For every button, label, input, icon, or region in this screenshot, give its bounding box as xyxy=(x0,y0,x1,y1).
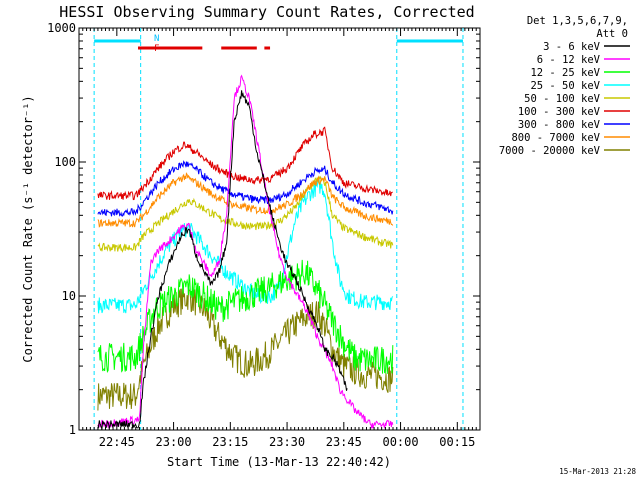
plot-frame xyxy=(78,27,481,431)
legend-label: 7000 - 20000 keV xyxy=(499,145,601,157)
x-tick-label: 23:30 xyxy=(269,435,305,449)
legend-label: 100 - 300 keV xyxy=(518,106,601,118)
legend-label: 3 - 6 keV xyxy=(543,41,601,53)
flag-label: F xyxy=(154,44,159,54)
series-line xyxy=(97,172,394,228)
legend-label: 800 - 7000 keV xyxy=(511,132,600,144)
series-line xyxy=(97,179,394,314)
series-line xyxy=(97,74,394,429)
y-tick-label: 1 xyxy=(69,423,76,437)
x-tick-label: 23:15 xyxy=(212,435,248,449)
y-tick-label: 1000 xyxy=(47,21,76,35)
legend-label: 50 - 100 keV xyxy=(524,93,601,105)
legend-label: 6 - 12 keV xyxy=(537,54,601,66)
legend-header-line-2: Att 0 xyxy=(596,28,628,40)
series-line xyxy=(97,126,393,201)
chart-title: HESSI Observing Summary Count Rates, Cor… xyxy=(59,3,474,21)
x-tick-label: 23:00 xyxy=(156,435,192,449)
legend-label: 25 - 50 keV xyxy=(530,80,600,92)
plot-area: NF xyxy=(78,27,481,431)
flag-label: N xyxy=(154,34,159,44)
x-tick-label: 00:15 xyxy=(439,435,475,449)
series-line xyxy=(97,175,394,253)
series-line xyxy=(97,160,394,217)
x-tick-label: 22:45 xyxy=(99,435,135,449)
series-line xyxy=(97,285,394,411)
legend-label: 12 - 25 keV xyxy=(530,67,600,79)
x-tick-label: 00:00 xyxy=(382,435,418,449)
legend-header-line-1: Det 1,3,5,6,7,9, xyxy=(527,15,628,27)
x-tick-label: 23:45 xyxy=(326,435,362,449)
y-tick-label: 10 xyxy=(62,289,76,303)
x-axis-label: Start Time (13-Mar-13 22:40:42) xyxy=(167,455,391,469)
footer-date: 15-Mar-2013 21:28 xyxy=(559,467,636,476)
y-tick-label: 100 xyxy=(54,155,76,169)
y-axis-label: Corrected Count Rate (s⁻¹ detector⁻¹) xyxy=(21,95,35,362)
series-line xyxy=(97,259,394,374)
series-line xyxy=(97,90,348,430)
legend-label: 300 - 800 keV xyxy=(518,119,601,131)
